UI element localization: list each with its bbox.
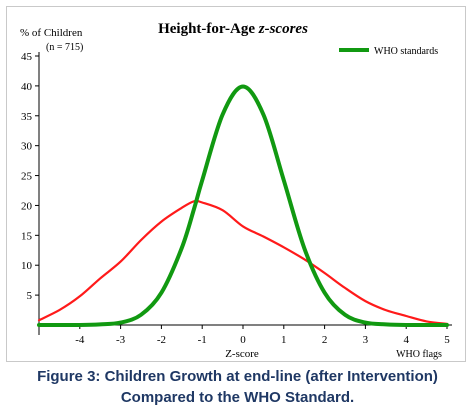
y-tick-label: 45 — [21, 51, 33, 63]
y-tick-label: 15 — [21, 230, 33, 242]
height-for-age-chart: Height-for-Age z-scores % of Children (n… — [20, 21, 452, 360]
x-tick-label: -2 — [157, 334, 166, 346]
y-tick-label: 20 — [21, 200, 33, 212]
x-tick-label: -3 — [116, 334, 126, 346]
y-tick-label: 35 — [21, 111, 33, 123]
x-tick-label: 3 — [363, 334, 369, 346]
series-line-children-end-line — [37, 199, 449, 325]
y-tick-label: 30 — [21, 141, 33, 153]
x-tick-label: 2 — [322, 334, 328, 346]
x-axis-label: Z-score — [225, 348, 259, 360]
caption-line-2: Compared to the WHO Standard. — [120, 389, 355, 406]
legend-label-who-standards: WHO standards — [374, 46, 438, 57]
y-tick-label: 10 — [21, 260, 33, 272]
chart-title: Height-for-Age z-scores — [158, 21, 308, 37]
legend: WHO standards — [339, 46, 438, 57]
caption-line-1: Figure 3: Children Growth at end-line (a… — [37, 368, 438, 385]
x-tick-label: 0 — [240, 334, 246, 346]
y-axis-header: % of Children — [20, 27, 83, 39]
series-layer — [37, 84, 449, 328]
y-tick-label: 5 — [27, 290, 33, 302]
x-tick-label: -4 — [75, 334, 85, 346]
figure-caption: Figure 3: Children Growth at end-line (a… — [0, 366, 475, 408]
chart-frame — [6, 6, 466, 362]
x-tick-label: 5 — [444, 334, 450, 346]
y-tick-label: 25 — [21, 171, 33, 183]
y-tick-label: 40 — [21, 81, 33, 93]
x-tick-label: -1 — [198, 334, 207, 346]
sample-size-note: (n = 715) — [46, 42, 83, 53]
series-line-who-standards — [37, 84, 449, 328]
x-tick-label: 1 — [281, 334, 287, 346]
x-tick-label: 4 — [403, 334, 409, 346]
x-axis-right-label: WHO flags — [396, 349, 442, 360]
